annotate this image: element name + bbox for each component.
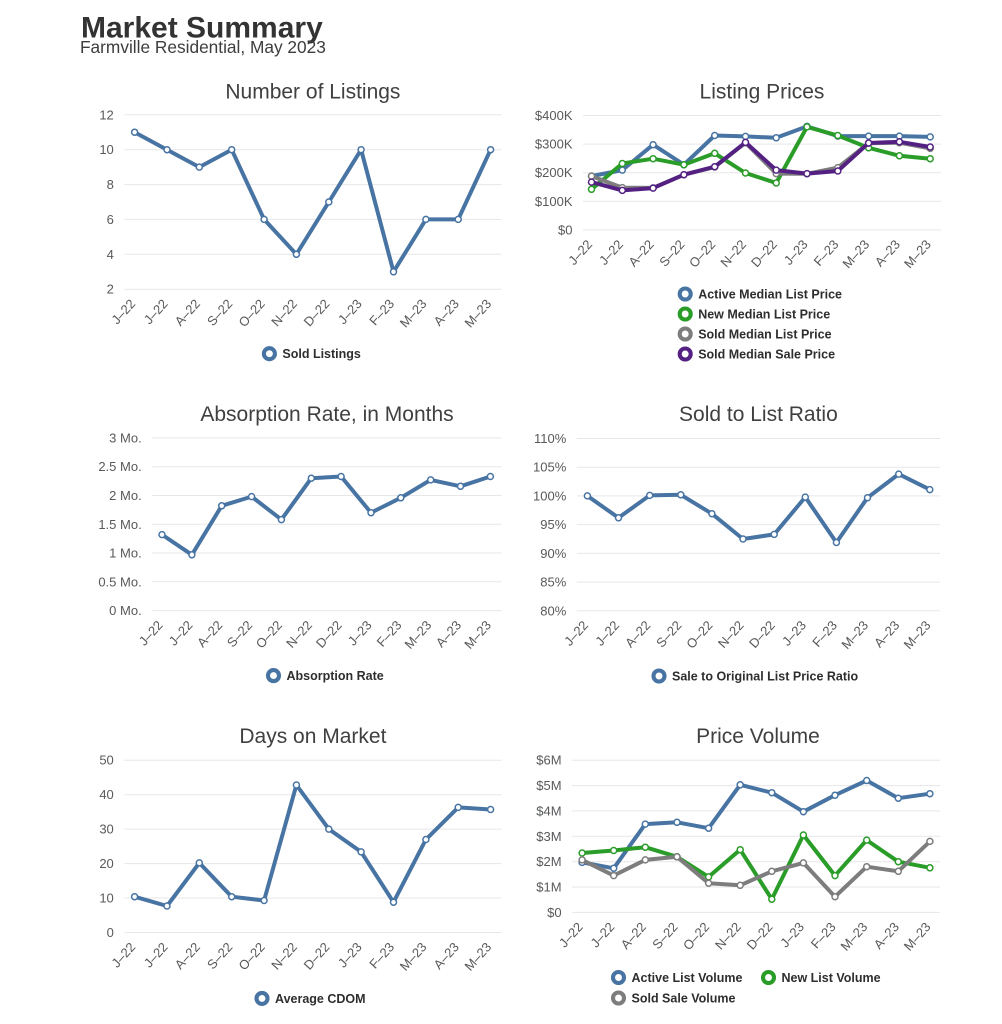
svg-text:10: 10 [99, 142, 113, 157]
svg-text:Days on Market: Days on Market [239, 725, 386, 748]
svg-text:40: 40 [99, 787, 113, 802]
svg-text:Average CDOM: Average CDOM [275, 992, 366, 1006]
svg-text:Sold Median Sale Price: Sold Median Sale Price [698, 347, 835, 361]
svg-text:1 Mo.: 1 Mo. [109, 546, 142, 561]
svg-text:Sale to Original List Price Ra: Sale to Original List Price Ratio [672, 669, 859, 683]
svg-text:$1M: $1M [536, 880, 561, 895]
svg-text:$200K: $200K [535, 165, 573, 180]
svg-text:0: 0 [107, 925, 114, 940]
svg-text:2.5 Mo.: 2.5 Mo. [98, 459, 141, 474]
svg-text:20: 20 [99, 856, 113, 871]
svg-text:Sold to List Ratio: Sold to List Ratio [679, 403, 838, 426]
svg-text:$4M: $4M [536, 803, 561, 818]
svg-text:6: 6 [107, 212, 114, 227]
svg-text:$3M: $3M [536, 829, 561, 844]
svg-text:Sold Listings: Sold Listings [282, 347, 361, 361]
svg-text:$5M: $5M [536, 778, 561, 793]
svg-text:Absorption Rate, in Months: Absorption Rate, in Months [200, 403, 453, 426]
svg-text:$2M: $2M [536, 854, 561, 869]
svg-text:10: 10 [99, 891, 113, 906]
svg-text:50: 50 [99, 753, 113, 768]
svg-text:New List Volume: New List Volume [782, 971, 881, 985]
svg-text:80%: 80% [540, 603, 566, 618]
svg-text:100%: 100% [533, 488, 567, 503]
svg-text:2 Mo.: 2 Mo. [109, 488, 142, 503]
svg-text:Active Median List Price: Active Median List Price [698, 287, 842, 301]
svg-text:Absorption Rate: Absorption Rate [287, 669, 384, 683]
svg-text:8: 8 [107, 177, 114, 192]
svg-text:0.5 Mo.: 0.5 Mo. [98, 574, 141, 589]
svg-text:110%: 110% [534, 431, 567, 446]
svg-text:$100K: $100K [535, 194, 573, 209]
svg-text:Farmville Residential, May 202: Farmville Residential, May 2023 [80, 37, 326, 57]
svg-text:$6M: $6M [536, 753, 561, 768]
svg-text:4: 4 [107, 247, 114, 262]
svg-text:Market Summary: Market Summary [81, 12, 323, 45]
svg-text:30: 30 [99, 822, 113, 837]
svg-text:12: 12 [99, 107, 113, 122]
svg-text:1.5 Mo.: 1.5 Mo. [98, 517, 141, 532]
svg-text:105%: 105% [533, 460, 567, 475]
svg-text:$0: $0 [547, 905, 561, 920]
svg-text:New Median List Price: New Median List Price [698, 307, 830, 321]
svg-text:Listing Prices: Listing Prices [700, 81, 825, 104]
svg-text:$0: $0 [558, 222, 572, 237]
svg-text:Price Volume: Price Volume [696, 725, 820, 748]
svg-text:95%: 95% [540, 517, 566, 532]
svg-text:90%: 90% [540, 546, 566, 561]
svg-text:$400K: $400K [535, 108, 573, 123]
svg-text:$300K: $300K [535, 137, 573, 152]
svg-text:0 Mo.: 0 Mo. [109, 603, 142, 618]
svg-text:Sold Median List Price: Sold Median List Price [698, 327, 831, 341]
svg-text:85%: 85% [540, 575, 566, 590]
svg-text:2: 2 [107, 282, 114, 297]
svg-text:Number of Listings: Number of Listings [225, 81, 400, 104]
svg-text:Active List Volume: Active List Volume [632, 971, 743, 985]
svg-text:3 Mo.: 3 Mo. [109, 430, 142, 445]
svg-text:Sold Sale Volume: Sold Sale Volume [632, 991, 736, 1005]
